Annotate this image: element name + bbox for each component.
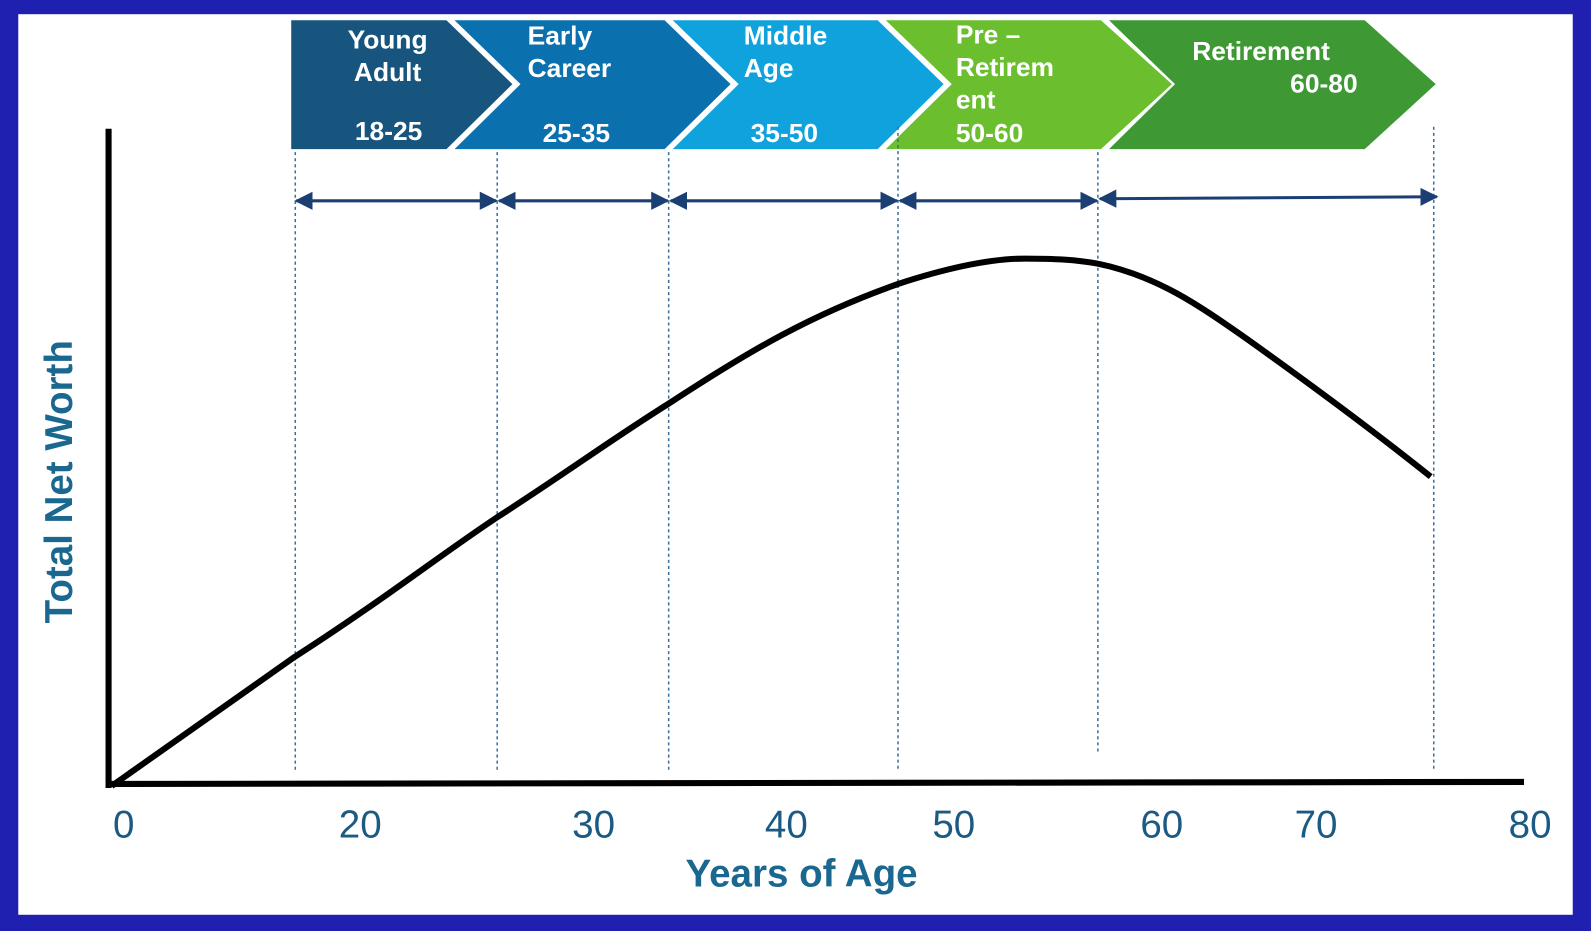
stage-range: 25-35 — [543, 118, 610, 148]
stage-range: 60-80 — [1290, 68, 1357, 98]
chevron — [885, 20, 1172, 150]
stage-range: 50-60 — [956, 118, 1023, 148]
stage-bar — [291, 20, 1436, 150]
net-worth-curve — [109, 255, 1433, 789]
x-axis-line — [106, 778, 1525, 787]
x-axis-title: Years of Age — [686, 852, 918, 895]
span-arrow — [1098, 187, 1439, 208]
stage-label: Career — [528, 53, 612, 83]
dividers — [294, 126, 1435, 771]
stage-label: Early — [528, 21, 593, 51]
stage-label: Adult — [354, 57, 422, 87]
x-tick-label: 50 — [932, 804, 975, 847]
stage-label: Pre – — [956, 20, 1021, 50]
stage-label: Middle — [744, 21, 827, 51]
canvas — [18, 14, 1573, 915]
span-arrows — [294, 187, 1439, 210]
stage-range: 18-25 — [355, 116, 422, 146]
stage-label: Age — [744, 53, 794, 83]
x-tick-label: 0 — [113, 804, 134, 847]
x-tick-label: 20 — [339, 804, 382, 847]
chevron — [1109, 20, 1436, 150]
chevron — [291, 20, 513, 150]
chevron — [672, 20, 944, 150]
stage-label: Retirem — [956, 52, 1054, 82]
x-tick-label: 40 — [765, 804, 808, 847]
stage-label: Young — [348, 25, 428, 55]
x-tick-label: 60 — [1140, 804, 1183, 847]
x-tick-label: 70 — [1295, 804, 1338, 847]
stage-range: 35-50 — [751, 118, 818, 148]
stage-label: Retirement — [1192, 36, 1330, 66]
x-tick-label: 80 — [1509, 804, 1552, 847]
y-axis-title: Total Net Worth — [38, 340, 81, 623]
x-tick-label: 30 — [572, 804, 615, 847]
chevron — [454, 20, 731, 150]
stage-label: ent — [956, 85, 996, 115]
